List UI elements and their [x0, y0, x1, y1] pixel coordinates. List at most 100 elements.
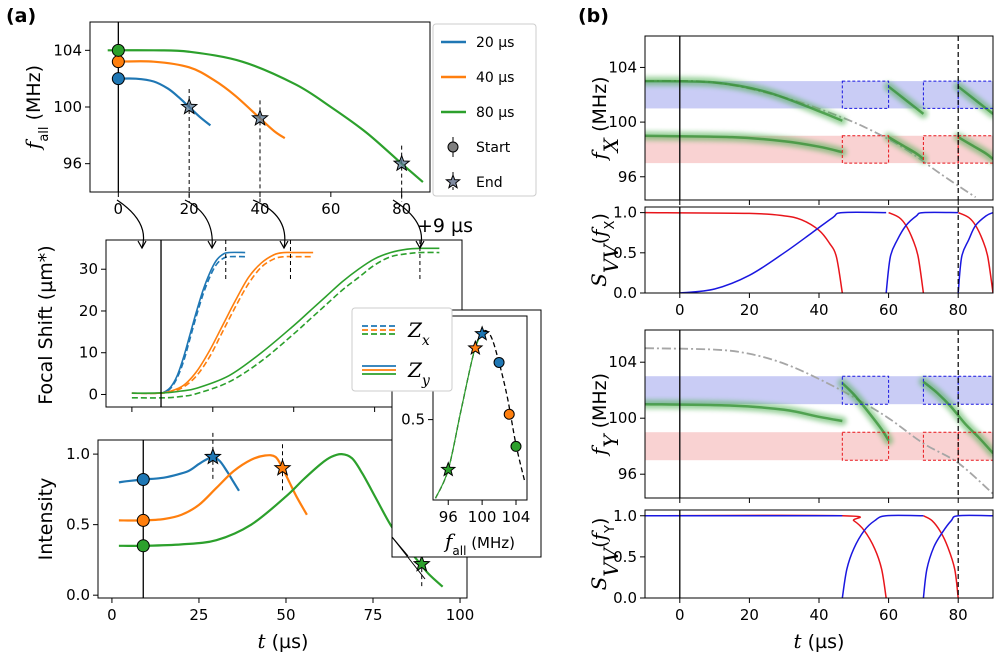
gray-curve: [645, 347, 993, 495]
y-axis-label: Intensity: [35, 478, 57, 561]
x-axis-label: t (µs): [794, 629, 845, 653]
x-tick-label: 80: [949, 301, 968, 319]
x-axis-label: t (µs): [258, 629, 309, 653]
y-axis-label: SVV(fY): [587, 518, 623, 591]
y-tick-label: 100: [608, 409, 637, 427]
series-Zy40s: [131, 251, 314, 395]
arrow-head: [137, 240, 147, 250]
x-tick-label: 20: [180, 200, 199, 218]
chart-b-svv-fy: 0.0 0.5 1.0 0 20 40 60 80 SVV(fY) t (µs): [587, 507, 994, 653]
label-part: S: [587, 273, 611, 287]
plot-area: [131, 247, 440, 399]
dashed-box: [841, 80, 890, 109]
end-marker: [180, 97, 199, 115]
beam-core: [841, 382, 890, 442]
series-blue2: [885, 211, 959, 293]
legend-sym: Z: [407, 358, 423, 382]
label-part: all: [37, 126, 52, 141]
y-tick-label: 104: [608, 58, 637, 76]
series-80s: [107, 49, 424, 183]
y-axis-label: SVV(fX): [587, 213, 623, 287]
series-Zx80s: [131, 251, 440, 399]
plot-area: [645, 347, 993, 495]
x-tick-label: 40: [809, 301, 828, 319]
beam-core: [887, 85, 925, 115]
panel-b-label: (b): [578, 5, 609, 27]
arrow-head: [207, 240, 217, 250]
label-part: S: [587, 577, 611, 591]
series-red3: [957, 211, 993, 293]
y-tick-label: 0.0: [613, 589, 637, 607]
plot-area: [645, 76, 993, 199]
x-tick-label: 80: [949, 606, 968, 624]
y-tick-label: 1.0: [613, 507, 637, 525]
series-blue3: [957, 211, 993, 293]
x-tick-label: 0: [107, 606, 117, 624]
start-marker: [136, 473, 150, 486]
inset-circle: [503, 408, 515, 420]
x-tick-label: 100: [468, 508, 497, 526]
connector-arrow: [184, 199, 213, 249]
end-marker: [251, 108, 269, 126]
label-part: (MHz): [589, 373, 611, 435]
inset-star: [467, 339, 484, 355]
series-blue2: [841, 514, 924, 598]
legend-star: [444, 173, 462, 189]
chart-a-intensity: 0.0 0.5 1.0 0 25 50 75 100 Intensity t (µs): [35, 432, 474, 653]
dashed-box: [957, 135, 993, 164]
series-Zy20s: [131, 251, 246, 395]
label-part: (MHz): [589, 76, 611, 138]
legend-circle: [447, 141, 459, 153]
label-part: Y: [603, 525, 618, 534]
dashed-box: [922, 135, 959, 164]
label-part: (MHz): [23, 65, 45, 127]
legend-box: [432, 23, 537, 197]
y-tick-label: 10: [79, 344, 98, 362]
end-marker: [273, 458, 292, 476]
label-part: (: [589, 237, 611, 244]
y-tick-label: 1.0: [66, 445, 90, 463]
label-part: X: [603, 220, 618, 229]
y-tick-label: 104: [608, 353, 637, 371]
dashed-box: [922, 431, 959, 461]
y-tick-label: 20: [79, 302, 98, 320]
label-part: t: [258, 629, 267, 653]
connector-arrow: [252, 199, 286, 249]
start-marker: [111, 72, 125, 86]
band-red: [645, 432, 843, 461]
inset-circle: [493, 356, 505, 368]
connector-arrows: [116, 199, 425, 250]
y-tick-label: 0.5: [613, 548, 637, 566]
legend-label: 20 µs: [476, 35, 514, 51]
band-blue: [645, 376, 843, 405]
x-tick-label: 80: [392, 200, 411, 218]
x-axis-label: fall (MHz): [443, 529, 515, 558]
start-marker: [136, 539, 150, 553]
x-tick-label: 0: [114, 200, 124, 218]
time-offset-annotation: +9 µs: [417, 215, 473, 237]
dashed-box: [957, 375, 993, 405]
x-tick-label: 25: [189, 606, 208, 624]
y-tick-label: 96: [63, 155, 82, 173]
label-part: ): [589, 213, 611, 220]
plot-area: [107, 49, 424, 183]
label-part: (MHz): [466, 534, 515, 552]
legend-sub: x: [422, 333, 430, 349]
y-tick-label: 0.5: [613, 244, 637, 262]
legend-sub: y: [421, 373, 431, 389]
y-tick-label: 0.0: [66, 586, 90, 604]
series-red2: [923, 515, 959, 598]
inset-pointer: [391, 536, 426, 580]
dashed-box: [841, 135, 890, 164]
start-marker: [136, 513, 150, 527]
end-marker: [203, 447, 222, 465]
y-axis-label: fall (MHz): [21, 65, 52, 151]
y-tick-label: 1.0: [613, 204, 637, 222]
y-tick-label: 0.5: [66, 516, 90, 534]
y-axis-label: fX (MHz): [587, 76, 623, 161]
y-tick-label: 100: [53, 98, 82, 116]
dashed-box: [841, 431, 890, 461]
beam-core: [645, 79, 843, 122]
label-part: VV: [599, 545, 623, 576]
